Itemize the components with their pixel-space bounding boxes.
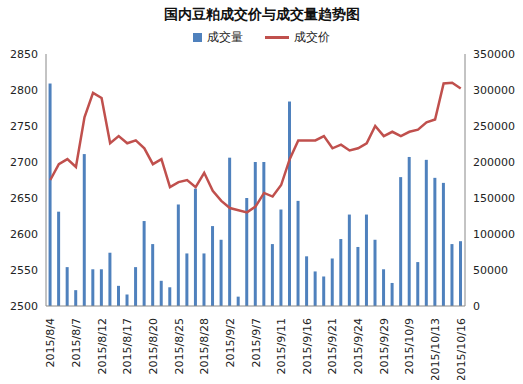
svg-text:2600: 2600 <box>10 228 38 241</box>
svg-text:2015/8/7: 2015/8/7 <box>70 318 83 367</box>
svg-text:100000: 100000 <box>473 228 515 241</box>
svg-text:2500: 2500 <box>10 300 38 313</box>
svg-text:2800: 2800 <box>10 84 38 97</box>
svg-text:200000: 200000 <box>473 156 515 169</box>
html-text:成交价: 成交价 <box>294 29 330 44</box>
svg-text:2015/9/11: 2015/9/11 <box>275 318 288 374</box>
svg-text:350000: 350000 <box>473 48 515 61</box>
html-text:成交量: 成交量 <box>207 29 243 44</box>
svg-text:0: 0 <box>473 300 480 313</box>
svg-text:150000: 150000 <box>473 192 515 205</box>
svg-text:2015/9/21: 2015/9/21 <box>326 318 339 374</box>
svg-text:2015/8/20: 2015/8/20 <box>147 318 160 374</box>
svg-text:2650: 2650 <box>10 192 38 205</box>
svg-text:2015/8/12: 2015/8/12 <box>96 318 109 374</box>
svg-text:2015/9/29: 2015/9/29 <box>378 318 391 374</box>
svg-text:2015/8/25: 2015/8/25 <box>173 318 186 374</box>
svg-text:300000: 300000 <box>473 84 515 97</box>
svg-text:2015/9/7: 2015/9/7 <box>250 318 263 367</box>
svg-text:2700: 2700 <box>10 156 38 169</box>
svg-text:2750: 2750 <box>10 120 38 133</box>
svg-text:2015/9/24: 2015/9/24 <box>352 318 365 374</box>
svg-text:50000: 50000 <box>473 264 508 277</box>
svg-text:250000: 250000 <box>473 120 515 133</box>
html-text:国内豆粕成交价与成交量趋势图: 国内豆粕成交价与成交量趋势图 <box>163 6 360 22</box>
svg-text:2015/10/9: 2015/10/9 <box>403 318 416 374</box>
svg-text:2015/8/4: 2015/8/4 <box>44 318 57 367</box>
svg-text:2015/10/13: 2015/10/13 <box>429 318 442 380</box>
svg-text:2015/9/16: 2015/9/16 <box>301 318 314 374</box>
svg-text:2550: 2550 <box>10 264 38 277</box>
svg-text:2015/8/28: 2015/8/28 <box>198 318 211 374</box>
svg-text:2015/9/2: 2015/9/2 <box>224 318 237 367</box>
svg-text:2850: 2850 <box>10 48 38 61</box>
svg-text:2015/10/16: 2015/10/16 <box>455 318 468 380</box>
svg-text:2015/8/17: 2015/8/17 <box>121 318 134 374</box>
